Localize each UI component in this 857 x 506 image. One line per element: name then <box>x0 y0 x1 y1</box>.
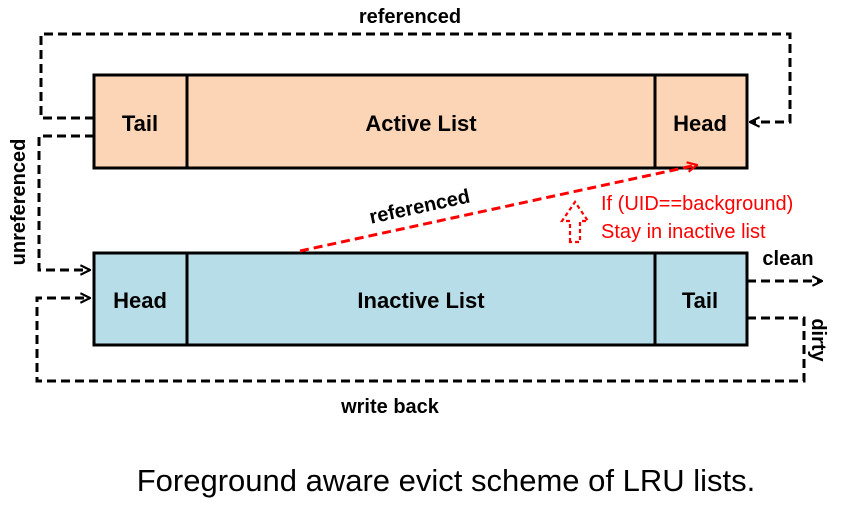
promotion-edge <box>299 165 697 253</box>
active-list-rect <box>92 73 749 170</box>
active-list-box: Tail Active List Head <box>92 73 749 170</box>
inactive-head-label: Head <box>113 288 167 313</box>
active-tail-label: Tail <box>122 111 158 136</box>
inactive-list-box: Head Inactive List Tail <box>92 251 749 347</box>
clean-label: clean <box>762 248 813 270</box>
dashed-up-arrow-icon <box>559 200 591 244</box>
dirty-label: dirty <box>807 318 829 362</box>
referenced-promote-label: referenced <box>367 186 472 229</box>
unreferenced-label: unreferenced <box>8 139 30 266</box>
write-back-label: write back <box>340 396 440 418</box>
inactive-tail-label: Tail <box>682 288 718 313</box>
referenced-top-label: referenced <box>359 6 461 28</box>
annotation-line2: Stay in inactive list <box>601 221 766 243</box>
inactive-list-rect <box>92 251 749 347</box>
inactive-list-title: Inactive List <box>357 288 485 313</box>
active-head-label: Head <box>673 111 727 136</box>
active-list-title: Active List <box>365 111 477 136</box>
referenced-loop-edge <box>39 32 792 122</box>
unreferenced-edge <box>37 134 94 270</box>
figure-caption: Foreground aware evict scheme of LRU lis… <box>137 463 756 498</box>
write-back-edge <box>35 298 806 383</box>
annotation-line1: If (UID==background) <box>601 193 793 215</box>
